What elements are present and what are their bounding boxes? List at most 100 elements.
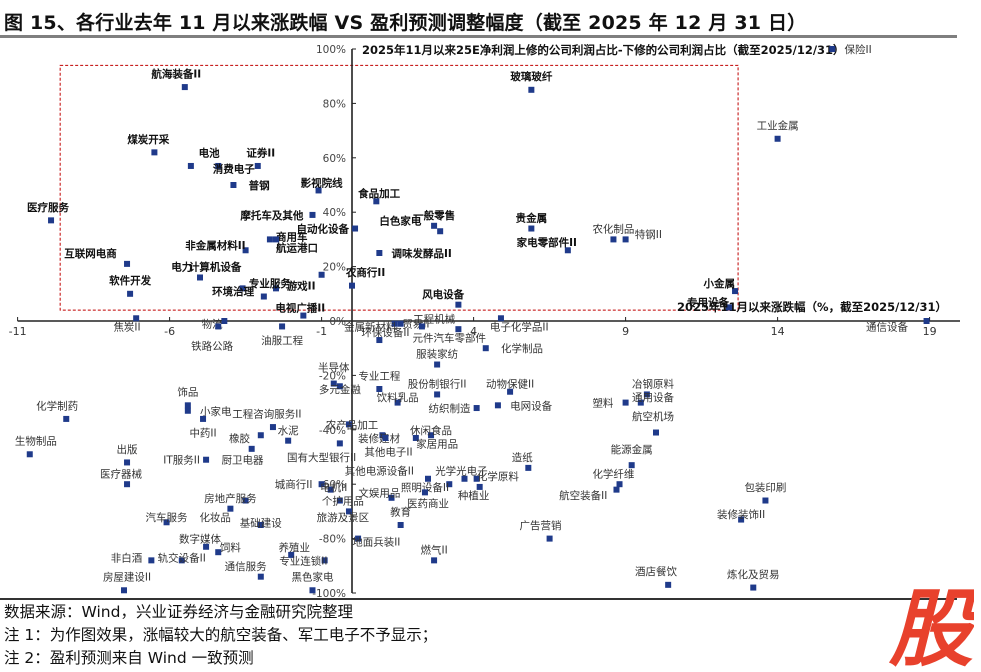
data-point: 家电零部件II (517, 236, 577, 254)
point-marker (239, 285, 246, 292)
x-tick-label: -11 (9, 325, 27, 338)
data-point: 航运港口 (273, 236, 318, 255)
data-point: 环境治理 (212, 285, 267, 300)
x-tick-label: -1 (316, 325, 327, 338)
title-divider (0, 35, 957, 38)
data-point: 专业连锁II (279, 554, 328, 567)
point-marker (382, 434, 389, 441)
point-marker (203, 456, 210, 463)
point-label: 互联网电商 (64, 247, 117, 260)
data-point: 专业服务 (249, 277, 291, 292)
data-point: 装修装饰II (717, 508, 765, 523)
point-label: 数字媒体 (179, 533, 221, 546)
point-marker (391, 320, 398, 327)
point-label: 厨卫电器 (222, 454, 264, 467)
point-label: 通信服务 (225, 560, 267, 573)
point-label: 多元金融 (319, 383, 361, 396)
point-label: 食品加工 (357, 187, 400, 200)
data-point: 互联网电商 (64, 247, 131, 267)
y-tick-label: -40% (319, 425, 346, 437)
point-marker (309, 211, 316, 218)
data-point: 医药商业 (407, 489, 449, 510)
point-label: 养殖业 (278, 541, 310, 554)
data-point: 出版 (117, 443, 138, 466)
point-label: 动物保健II (486, 378, 534, 391)
point-marker (379, 432, 386, 439)
data-point: 食品加工 (357, 187, 401, 205)
data-point: 塑料 (592, 397, 629, 410)
point-label: 环境治理 (212, 285, 254, 298)
point-marker (352, 225, 359, 232)
point-label: 工业金属 (757, 119, 799, 132)
point-label: 贵金属 (516, 212, 548, 225)
point-marker (637, 399, 644, 406)
point-label: 航空机场 (632, 410, 674, 423)
data-point: 黑色家电 (291, 571, 334, 594)
point-label: 通用设备 (632, 391, 674, 404)
point-marker (622, 236, 629, 243)
point-label: 消费电子 (213, 163, 255, 176)
data-point: 酒店餐饮 (635, 565, 677, 588)
point-label: 家居用品 (416, 437, 458, 450)
point-marker (610, 236, 617, 243)
point-marker (163, 519, 170, 526)
point-label: 农化制品 (592, 223, 634, 236)
point-marker (732, 288, 739, 295)
point-label: 软件开发 (109, 274, 151, 287)
data-point: 多元金融 (319, 383, 361, 396)
point-label: 化学制药 (36, 399, 78, 412)
data-point: 化学制品 (482, 342, 543, 355)
point-marker (26, 451, 33, 458)
point-label: 家电零部件II (517, 236, 577, 249)
point-label: 化学纤维 (592, 467, 634, 480)
point-label: 其他电子II (364, 446, 412, 459)
point-label: 玻璃玻纤 (510, 70, 552, 83)
point-label: 旅游及景区 (317, 511, 370, 524)
data-point: 旅游及景区 (317, 508, 370, 524)
point-label: 特钢II (635, 228, 662, 241)
data-point: 燃气II (420, 543, 448, 564)
point-marker (318, 481, 325, 488)
data-point: 航海装备II (151, 67, 201, 91)
point-label: 普钢 (249, 179, 270, 192)
data-point: 服装家纺 (416, 348, 458, 368)
point-marker (215, 549, 222, 556)
point-label: 自动化设备 (296, 223, 349, 236)
point-marker (461, 475, 468, 482)
point-label: 能源金属 (611, 443, 653, 456)
data-point: 厨卫电器 (222, 445, 264, 467)
point-marker (425, 475, 431, 482)
point-marker (455, 301, 462, 308)
point-label: 农商行II (345, 266, 385, 279)
point-label: 工程机械 (413, 312, 455, 325)
point-marker (388, 494, 395, 501)
point-marker (507, 388, 514, 395)
point-label: 冶钢原料 (632, 378, 674, 391)
point-label: 生物制品 (15, 435, 57, 448)
point-marker (197, 274, 203, 281)
point-marker (181, 84, 188, 91)
y-tick-label: 60% (323, 153, 346, 165)
x-tick-label: 4 (470, 325, 477, 338)
point-label: 出版 (117, 443, 138, 456)
point-label: 造纸 (512, 451, 533, 464)
point-label: 照明设备II (401, 481, 449, 494)
data-point: 油服工程 (261, 323, 304, 347)
point-marker (336, 383, 343, 390)
point-label: 电视广播II (275, 301, 325, 314)
point-marker (336, 440, 343, 447)
point-marker (203, 543, 210, 550)
point-label: 中药II (189, 427, 216, 440)
point-marker (257, 573, 264, 580)
point-marker (546, 535, 553, 542)
data-point: 饮料乳品 (377, 391, 419, 406)
point-marker (121, 587, 127, 594)
point-marker (665, 581, 672, 588)
point-label: 专业服务 (249, 277, 291, 290)
data-point: 汽车服务 (146, 511, 188, 526)
point-label: 个护用品 (322, 495, 364, 508)
point-marker (318, 271, 325, 278)
point-marker (750, 584, 757, 591)
point-label: 纺织制造 (429, 402, 471, 415)
